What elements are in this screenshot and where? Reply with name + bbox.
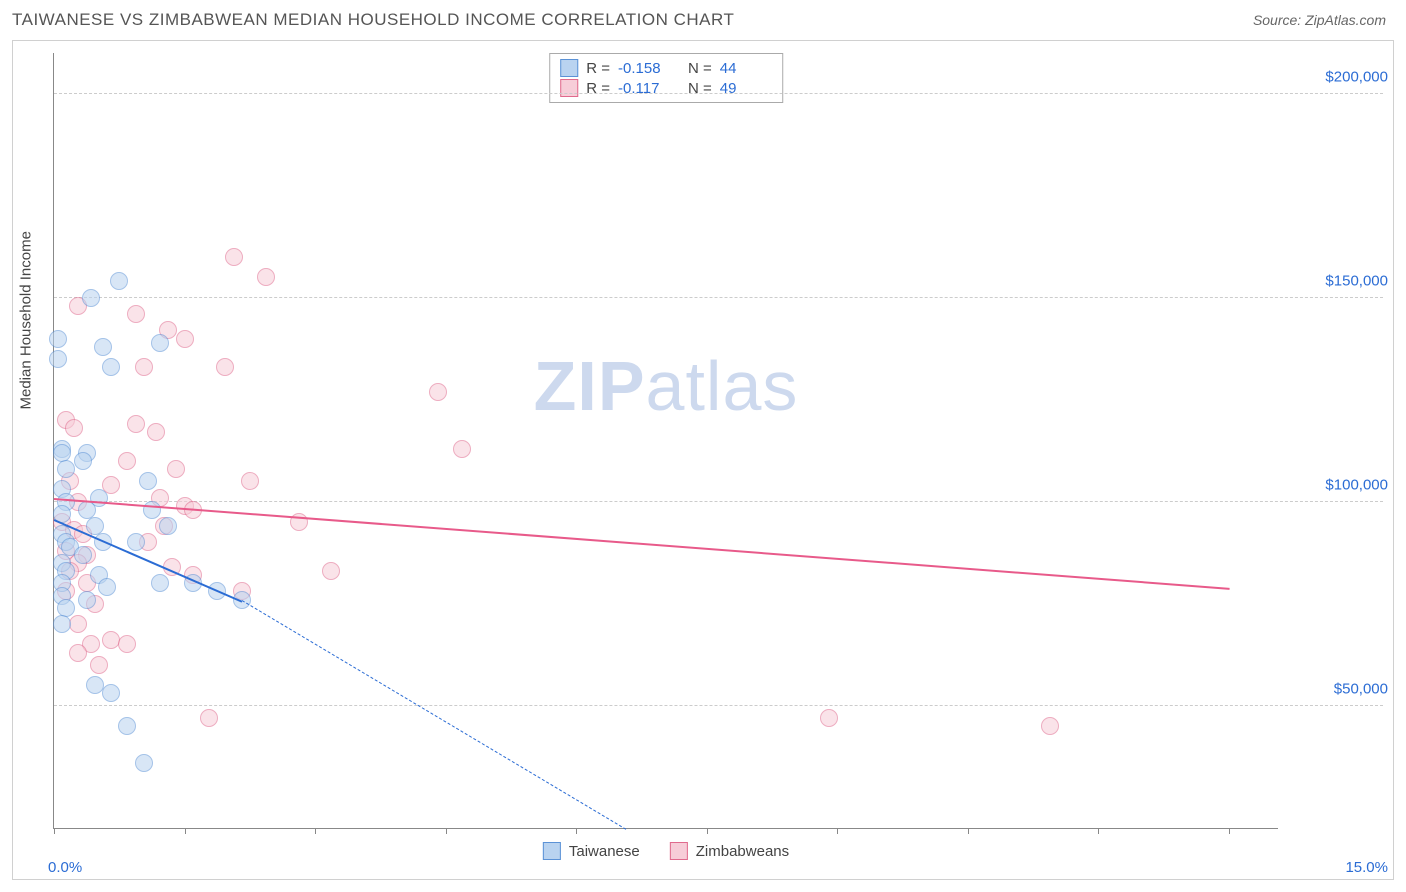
scatter-point: [49, 350, 67, 368]
scatter-point: [151, 334, 169, 352]
legend-swatch: [670, 842, 688, 860]
legend-label: Taiwanese: [569, 843, 640, 860]
stat-label-n: N =: [688, 60, 712, 77]
source-attribution: Source: ZipAtlas.com: [1253, 12, 1386, 28]
scatter-point: [69, 615, 87, 633]
x-tick-mark: [1098, 828, 1099, 834]
y-tick-label: $50,000: [1288, 680, 1388, 697]
gridline-horizontal: [54, 297, 1383, 298]
scatter-point: [151, 574, 169, 592]
x-tick-mark: [968, 828, 969, 834]
trend-line-extrapolated: [242, 600, 626, 830]
scatter-point: [225, 248, 243, 266]
scatter-point: [102, 358, 120, 376]
scatter-point: [69, 644, 87, 662]
watermark: ZIPatlas: [534, 346, 799, 426]
scatter-point: [135, 754, 153, 772]
scatter-point: [86, 676, 104, 694]
scatter-point: [216, 358, 234, 376]
scatter-point: [127, 305, 145, 323]
series-legend: Taiwanese Zimbabweans: [543, 842, 789, 860]
scatter-point: [65, 419, 83, 437]
scatter-point: [86, 517, 104, 535]
scatter-point: [159, 517, 177, 535]
stats-row: R = -0.158 N = 44: [560, 58, 772, 78]
scatter-point: [57, 460, 75, 478]
scatter-point: [453, 440, 471, 458]
scatter-point: [167, 460, 185, 478]
scatter-point: [322, 562, 340, 580]
scatter-point: [1041, 717, 1059, 735]
stat-value-n: 44: [720, 60, 772, 77]
legend-swatch: [543, 842, 561, 860]
scatter-point: [127, 533, 145, 551]
scatter-point: [98, 578, 116, 596]
scatter-point: [78, 591, 96, 609]
scatter-point: [429, 383, 447, 401]
x-tick-mark: [837, 828, 838, 834]
scatter-point: [53, 444, 71, 462]
scatter-point: [74, 452, 92, 470]
scatter-point: [139, 472, 157, 490]
legend-item: Taiwanese: [543, 842, 640, 860]
trend-line: [54, 498, 1230, 590]
x-axis-min-label: 0.0%: [48, 859, 82, 876]
series-swatch: [560, 79, 578, 97]
plot-area: ZIPatlas Median Household Income 0.0% 15…: [53, 53, 1278, 829]
scatter-point: [49, 330, 67, 348]
stats-row: R = -0.117 N = 49: [560, 78, 772, 98]
x-axis-max-label: 15.0%: [1345, 859, 1388, 876]
scatter-point: [200, 709, 218, 727]
scatter-point: [90, 656, 108, 674]
stat-label-n: N =: [688, 80, 712, 97]
gridline-horizontal: [54, 501, 1383, 502]
scatter-point: [257, 268, 275, 286]
scatter-point: [118, 717, 136, 735]
scatter-point: [78, 501, 96, 519]
scatter-point: [102, 631, 120, 649]
scatter-point: [53, 615, 71, 633]
chart-container: ZIPatlas Median Household Income 0.0% 15…: [12, 40, 1394, 880]
y-tick-label: $200,000: [1288, 68, 1388, 85]
scatter-point: [147, 423, 165, 441]
x-tick-mark: [315, 828, 316, 834]
stat-label-r: R =: [586, 60, 610, 77]
x-tick-mark: [576, 828, 577, 834]
scatter-point: [57, 599, 75, 617]
stat-value-r: -0.158: [618, 60, 670, 77]
scatter-point: [135, 358, 153, 376]
series-swatch: [560, 59, 578, 77]
stat-value-r: -0.117: [618, 80, 670, 97]
scatter-point: [82, 289, 100, 307]
gridline-horizontal: [54, 93, 1383, 94]
x-tick-mark: [1229, 828, 1230, 834]
scatter-point: [118, 452, 136, 470]
x-tick-mark: [185, 828, 186, 834]
x-tick-mark: [446, 828, 447, 834]
y-axis-label: Median Household Income: [18, 231, 35, 409]
y-tick-label: $100,000: [1288, 476, 1388, 493]
x-tick-mark: [54, 828, 55, 834]
scatter-point: [74, 546, 92, 564]
scatter-point: [94, 338, 112, 356]
legend-label: Zimbabweans: [696, 843, 789, 860]
y-tick-label: $150,000: [1288, 272, 1388, 289]
stat-value-n: 49: [720, 80, 772, 97]
scatter-point: [143, 501, 161, 519]
scatter-point: [176, 330, 194, 348]
scatter-point: [127, 415, 145, 433]
scatter-point: [102, 684, 120, 702]
x-tick-mark: [707, 828, 708, 834]
correlation-stats-box: R = -0.158 N = 44 R = -0.117 N = 49: [549, 53, 783, 103]
stat-label-r: R =: [586, 80, 610, 97]
scatter-point: [241, 472, 259, 490]
scatter-point: [118, 635, 136, 653]
chart-title: TAIWANESE VS ZIMBABWEAN MEDIAN HOUSEHOLD…: [12, 10, 734, 30]
gridline-horizontal: [54, 705, 1383, 706]
legend-item: Zimbabweans: [670, 842, 789, 860]
scatter-point: [110, 272, 128, 290]
scatter-point: [820, 709, 838, 727]
